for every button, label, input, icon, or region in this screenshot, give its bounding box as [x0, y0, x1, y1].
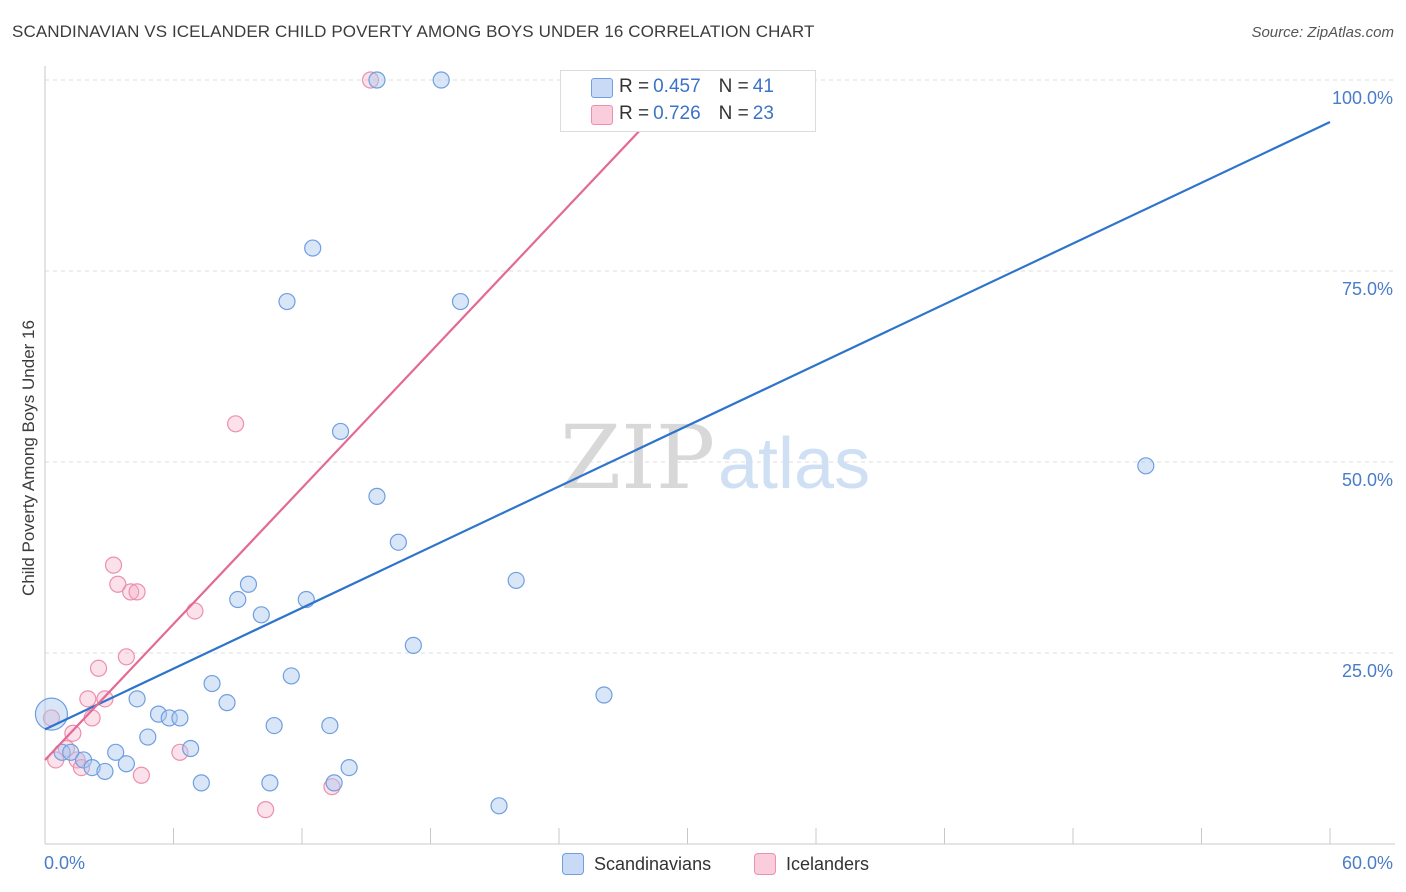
scandinavians-point[interactable] [490, 797, 508, 815]
n-value: 23 [752, 103, 774, 124]
y-axis-label: Child Poverty Among Boys Under 16 [19, 320, 38, 596]
scandinavians-point[interactable] [203, 674, 221, 693]
icelanders-point[interactable] [256, 801, 275, 819]
scandinavians-point[interactable] [507, 571, 525, 590]
icelanders-point[interactable] [64, 724, 82, 742]
scandinavians-point[interactable] [149, 705, 168, 723]
scandinavians-point[interactable] [139, 728, 157, 746]
icelanders-trend-line [44, 79, 689, 761]
scandinavians-point[interactable] [404, 636, 422, 654]
x-tick-label: 0.0% [44, 853, 85, 873]
icelanders-point[interactable] [89, 659, 108, 677]
y-tick-label: 25.0% [1342, 661, 1393, 681]
scandinavians-point[interactable] [252, 606, 270, 624]
scandinavians-point[interactable] [368, 487, 386, 505]
icelanders-point[interactable] [104, 556, 123, 574]
watermark-zip: ZIP [560, 406, 715, 509]
scandinavians-point[interactable] [278, 292, 296, 311]
scandinavians-point[interactable] [331, 422, 350, 441]
scandinavians-point[interactable] [218, 694, 236, 712]
scandinavians-point[interactable] [128, 690, 146, 708]
scandinavians-point[interactable] [261, 774, 279, 792]
icelanders-point[interactable] [227, 415, 245, 433]
grid-lines [45, 79, 1395, 654]
icelanders-point[interactable] [109, 575, 127, 593]
legend-row-scandinavians: R = 0.457 N = 41 [591, 74, 774, 100]
icelanders-point[interactable] [117, 648, 135, 666]
scandinavians-trend-line [44, 121, 1331, 731]
legend-item-icelanders[interactable]: Icelanders [754, 852, 869, 876]
scandinavians-point[interactable] [83, 758, 101, 777]
tick-labels: 25.0% 50.0% 75.0% 100.0% 0.0% 60.0% [44, 88, 1393, 873]
n-label: N = [718, 103, 749, 124]
x-tick-label: 60.0% [1342, 853, 1393, 873]
legend-label: Scandinavians [594, 853, 712, 874]
axes [44, 66, 1395, 845]
legend-label: Icelanders [786, 853, 870, 874]
scandinavians-point[interactable] [432, 71, 450, 89]
scandinavians-point[interactable] [229, 590, 247, 609]
icelanders-point[interactable] [122, 583, 140, 601]
scandinavians-point[interactable] [107, 743, 125, 761]
icelanders-point[interactable] [186, 602, 204, 620]
scandinavians-swatch [591, 78, 613, 98]
r-value: 0.726 [653, 103, 701, 124]
scandinavians-point[interactable] [451, 292, 470, 311]
scandinavians-point[interactable] [595, 686, 613, 704]
legend-row-icelanders: R = 0.726 N = 23 [591, 101, 774, 127]
chart-title: SCANDINAVIAN VS ICELANDER CHILD POVERTY … [12, 22, 815, 41]
scandinavians-swatch [562, 853, 584, 875]
r-value: 0.457 [653, 76, 701, 97]
icelanders-point[interactable] [83, 709, 101, 727]
scandinavians-point[interactable] [368, 71, 386, 89]
icelanders-point[interactable] [361, 71, 380, 89]
stats-legend: R = 0.457 N = 41 R = 0.726 N = 23 [560, 70, 816, 132]
icelanders-swatch [591, 105, 613, 125]
r-label: R = [619, 76, 650, 97]
scandinavians-point[interactable] [117, 755, 135, 773]
scandinavians-point[interactable] [96, 762, 114, 781]
source-label: Source: ZipAtlas.com [1251, 24, 1394, 41]
y-tick-label: 50.0% [1342, 470, 1393, 490]
scandinavians-point[interactable] [282, 667, 300, 685]
watermark: ZIP atlas [560, 406, 870, 509]
icelanders-points [42, 71, 632, 819]
scandinavians-point[interactable] [265, 716, 283, 735]
trend-lines [44, 79, 1331, 761]
scandinavians-point[interactable] [325, 774, 343, 792]
y-tick-label: 100.0% [1332, 88, 1393, 108]
scandinavians-point[interactable] [340, 758, 358, 777]
legend-item-scandinavians[interactable]: Scandinavians [562, 852, 711, 876]
scandinavians-point[interactable] [304, 239, 322, 257]
icelanders-point[interactable] [128, 583, 146, 601]
n-label: N = [718, 76, 749, 97]
scandinavians-point[interactable] [1137, 457, 1155, 475]
scandinavians-points [34, 71, 1155, 815]
scandinavians-point[interactable] [192, 774, 210, 792]
scandinavians-point[interactable] [62, 743, 80, 761]
n-value: 41 [752, 76, 774, 97]
scandinavians-point[interactable] [239, 575, 258, 593]
icelanders-swatch [754, 853, 776, 875]
r-label: R = [619, 103, 650, 124]
icelanders-point[interactable] [79, 690, 97, 708]
scandinavians-point[interactable] [171, 709, 189, 727]
scandinavians-point[interactable] [321, 716, 339, 735]
icelanders-point[interactable] [171, 743, 189, 761]
scandinavians-point[interactable] [182, 739, 200, 758]
y-tick-label: 75.0% [1342, 279, 1393, 299]
watermark-atlas: atlas [718, 424, 870, 504]
scandinavians-point[interactable] [389, 533, 407, 551]
icelanders-point[interactable] [132, 766, 150, 784]
